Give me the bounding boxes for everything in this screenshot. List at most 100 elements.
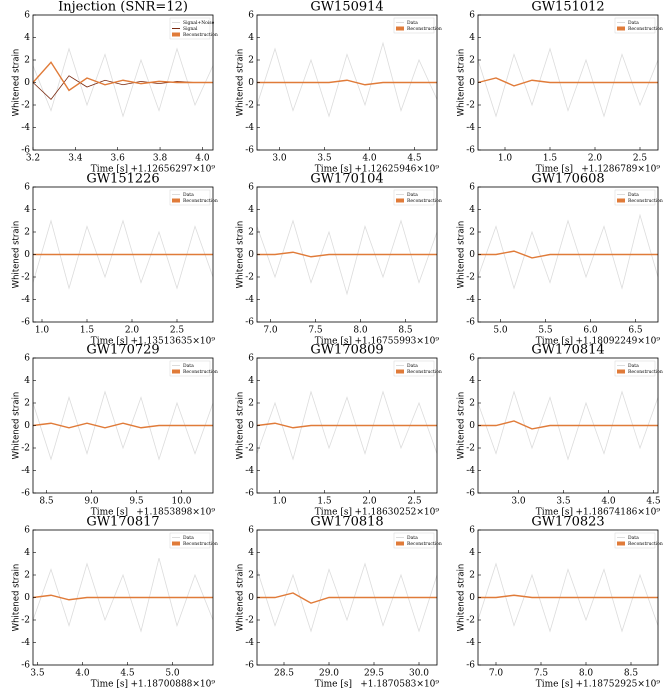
y-tick-label: 6 [248, 354, 254, 364]
y-tick-label: 6 [469, 11, 475, 21]
y-tick-label: -6 [466, 318, 475, 328]
legend-swatch [172, 369, 180, 374]
x-tick-label: 3.2 [26, 154, 40, 164]
reconstruction-line [32, 594, 213, 601]
legend-label: Data [183, 363, 194, 369]
y-tick-label: -2 [21, 616, 30, 626]
legend-label: Data [628, 535, 639, 541]
y-axis-label: Whitened strain [236, 49, 246, 117]
y-tick-label: 6 [24, 11, 30, 21]
x-tick-label: 28.5 [274, 669, 294, 679]
y-tick-label: 2 [469, 399, 475, 409]
y-tick-label: 4 [469, 548, 475, 558]
x-offset: +1.12625946×10⁹ [354, 165, 439, 175]
y-tick-label: 4 [24, 33, 30, 43]
y-tick-label: 4 [24, 376, 30, 386]
y-tick-label: 4 [248, 548, 254, 558]
y-tick-label: 2 [248, 56, 254, 66]
x-tick-label: 2.5 [170, 326, 185, 336]
y-tick-label: -2 [466, 444, 475, 454]
y-tick-label: 6 [469, 526, 475, 536]
y-tick-label: -4 [21, 466, 30, 476]
subplot-title: GW170809 [310, 343, 383, 358]
y-tick-label: 6 [24, 183, 30, 193]
y-tick-label: 2 [248, 228, 254, 238]
y-tick-label: 2 [469, 571, 475, 581]
x-tick-label: 1.0 [35, 326, 50, 336]
subplot: GW170104 -6 -4 -2 0 2 4 6 7.0 7.5 8.0 8.5 Time [s] +1… [236, 172, 442, 347]
legend-swatch [396, 198, 404, 203]
x-tick-label: 2.5 [407, 497, 422, 507]
y-tick-label: -2 [21, 101, 30, 111]
y-tick-label: -6 [466, 489, 475, 499]
legend-label: Reconstruction [183, 541, 218, 547]
reconstruction-line [478, 250, 658, 259]
y-tick-label: 4 [469, 33, 475, 43]
legend-swatch [172, 541, 180, 546]
y-tick-label: 0 [248, 593, 254, 603]
x-tick-label: 4.0 [601, 497, 616, 507]
legend-swatch [617, 198, 625, 203]
subplot: GW170814 -6 -4 -2 0 2 4 6 3.0 3.5 4.0 4.5 Time [s] +1… [457, 343, 663, 518]
legend-label: Reconstruction [183, 198, 218, 204]
x-tick-label: 8.0 [579, 669, 594, 679]
legend-label: Signal [183, 26, 198, 32]
legend-label: Data [628, 363, 639, 369]
x-axis-label: Time [s] [536, 337, 573, 347]
data-line [477, 213, 659, 290]
y-tick-label: 0 [24, 593, 30, 603]
x-tick-label: 29.5 [364, 669, 384, 679]
y-tick-label: 0 [469, 250, 475, 260]
y-tick-label: 0 [469, 593, 475, 603]
reconstruction-line [257, 251, 437, 258]
y-tick-label: -4 [245, 466, 254, 476]
y-tick-label: 0 [248, 250, 254, 260]
reconstruction-line [32, 422, 213, 429]
legend-swatch [617, 541, 625, 546]
legend-label: Reconstruction [407, 541, 442, 547]
y-tick-label: -2 [466, 273, 475, 283]
y-tick-label: -6 [245, 318, 254, 328]
x-offset: +1.18630252×10⁹ [354, 508, 439, 518]
data-line [256, 41, 438, 118]
x-tick-label: 1.0 [272, 497, 287, 507]
x-tick-label: 4.0 [362, 154, 377, 164]
y-tick-label: -2 [245, 444, 254, 454]
legend-label: Reconstruction [628, 198, 663, 204]
y-tick-label: 0 [248, 78, 254, 88]
x-axis-label: Time [s] [91, 337, 128, 347]
y-axis-label: Whitened strain [236, 564, 246, 632]
subplot-title: GW170818 [310, 515, 383, 530]
y-tick-label: -2 [245, 616, 254, 626]
y-tick-label: 6 [24, 354, 30, 364]
subplot: GW151012 -6 -4 -2 0 2 4 6 1.0 1.5 2.0 2.5 Time [s] +1… [457, 0, 663, 175]
subplot-title: GW170817 [86, 515, 159, 530]
x-axis-label: Time [s] [91, 165, 128, 175]
x-axis-label: Time [s] [315, 508, 352, 518]
subplot-title: GW170823 [531, 515, 604, 530]
subplot: GW151226 -6 -4 -2 0 2 4 6 1.0 1.5 2.0 2.5 Time [s] +1… [12, 172, 218, 347]
y-tick-label: 4 [469, 376, 475, 386]
x-tick-label: 3.5 [317, 154, 332, 164]
y-tick-label: 4 [248, 33, 254, 43]
legend-label: Signal+Noise [183, 20, 215, 26]
legend-label: Reconstruction [628, 541, 663, 547]
reconstruction-line [478, 420, 658, 430]
legend-swatch [396, 369, 404, 374]
x-offset: +1.1853898×10⁹ [136, 508, 215, 518]
x-tick-label: 5.0 [165, 669, 180, 679]
x-tick-label: 10.0 [171, 497, 191, 507]
y-tick-label: 2 [248, 399, 254, 409]
data-line [477, 562, 659, 633]
x-tick-label: 3.8 [153, 154, 168, 164]
x-tick-label: 7.0 [489, 669, 504, 679]
x-tick-label: 1.5 [317, 497, 332, 507]
x-offset: +1.16755993×10⁹ [354, 337, 439, 347]
y-axis-label: Whitened strain [12, 221, 22, 289]
x-tick-label: 6.0 [583, 326, 598, 336]
y-axis-label: Whitened strain [457, 564, 467, 632]
data-line [256, 562, 438, 633]
x-axis-label: Time [s] [536, 680, 573, 690]
y-tick-label: -6 [245, 489, 254, 499]
y-tick-label: 4 [24, 205, 30, 215]
